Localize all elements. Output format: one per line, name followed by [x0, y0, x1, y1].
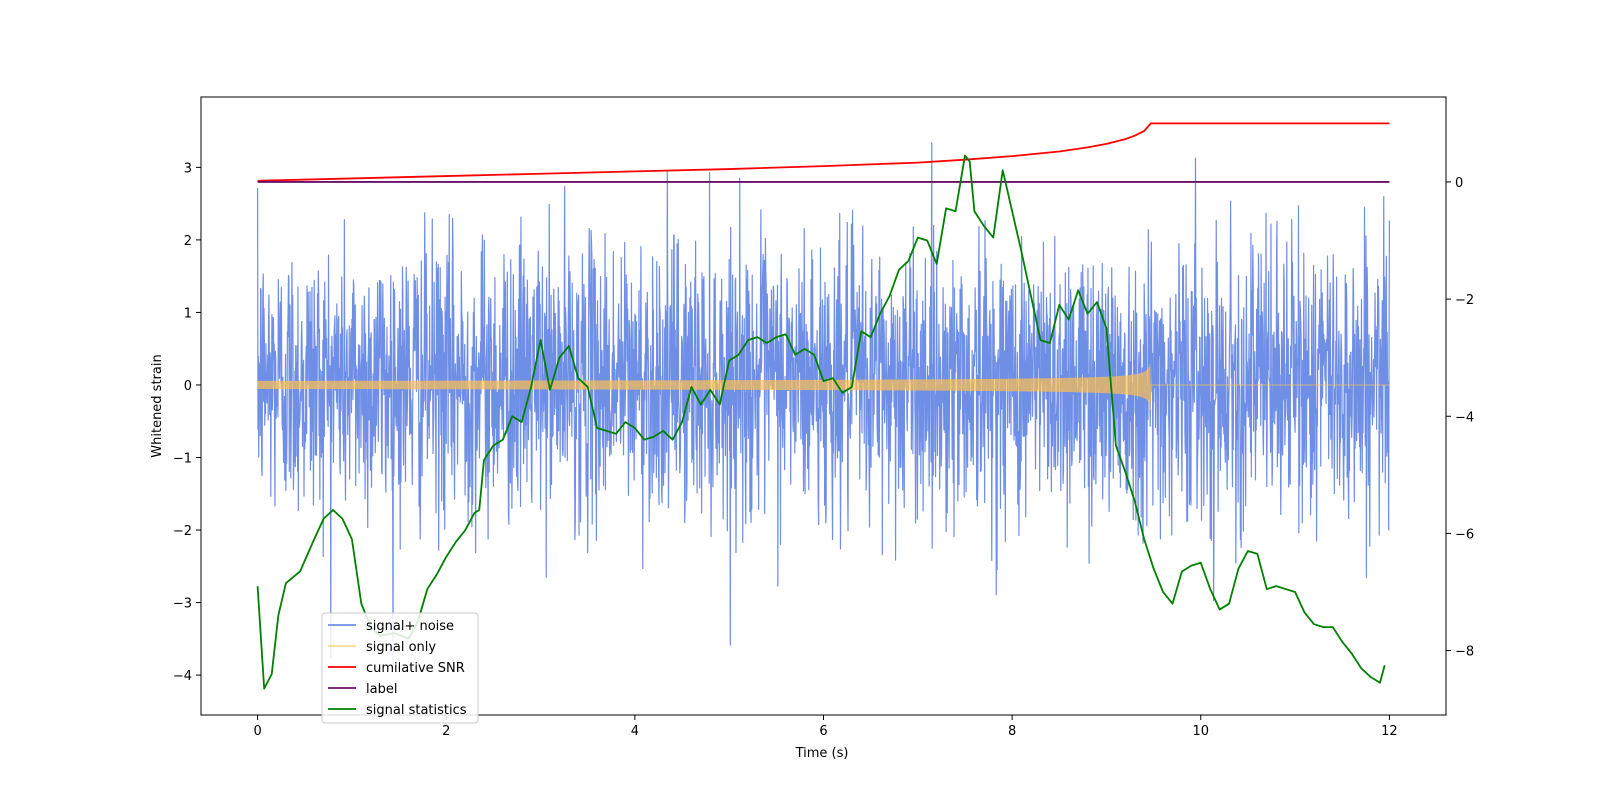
legend-box — [321, 612, 479, 724]
legend-label: signal+ noise — [366, 619, 454, 634]
x-tick-label: 4 — [631, 724, 639, 739]
x-axis-label: Time (s) — [795, 746, 849, 761]
series-layer — [256, 122, 1391, 690]
series-signal-statistics — [256, 154, 1386, 690]
x-tick-label: 2 — [442, 724, 450, 739]
legend-label: cumilative SNR — [366, 661, 465, 676]
y-tick-label-right: −2 — [1455, 293, 1474, 308]
series-cumilative-snr — [257, 122, 1390, 182]
x-tick-label: 0 — [253, 724, 261, 739]
legend-label: label — [366, 682, 397, 697]
series-signal-noise — [256, 142, 1391, 669]
y-tick-label-left: −1 — [173, 452, 192, 467]
x-tick-label: 6 — [819, 724, 827, 739]
y-tick-label-right: −8 — [1455, 645, 1474, 660]
y-tick-label-left: −3 — [173, 597, 192, 612]
legend: signal+ noise signal only cumilative SNR la… — [321, 612, 479, 724]
x-tick-label: 12 — [1381, 724, 1398, 739]
y-tick-label-right: 0 — [1455, 176, 1463, 191]
legend-label: signal only — [366, 640, 436, 655]
y-tick-label-left: 1 — [184, 306, 192, 321]
y-tick-label-right: −6 — [1455, 527, 1474, 542]
y-tick-label-left: −2 — [173, 524, 192, 539]
x-tick-label: 8 — [1008, 724, 1016, 739]
y-tick-label-right: −4 — [1455, 410, 1474, 425]
y-tick-label-left: −4 — [173, 669, 192, 684]
y-axis-label: Whitened strain — [150, 354, 165, 457]
y-tick-label-left: 3 — [184, 161, 192, 176]
y-tick-label-left: 0 — [184, 379, 192, 394]
x-tick-label: 10 — [1192, 724, 1209, 739]
legend-label: signal statistics — [366, 703, 467, 718]
y-tick-label-left: 2 — [184, 234, 192, 249]
